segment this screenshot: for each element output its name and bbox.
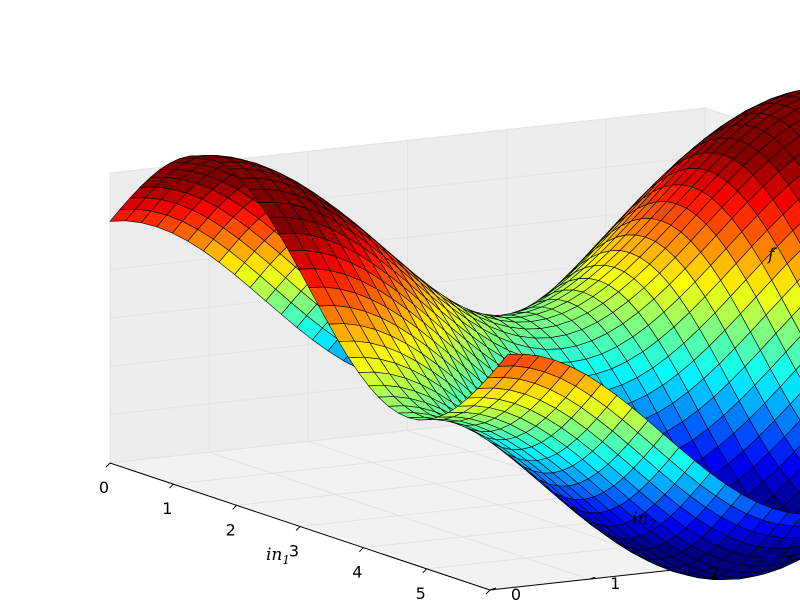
- surface-cell: [795, 365, 800, 378]
- z-axis-label: f: [766, 245, 777, 265]
- surface-cell: [796, 278, 800, 288]
- x-tick-label: 1: [162, 499, 172, 518]
- tick-labels: 01234560123456−1.5−1.0−0.50.00.51.01.5: [99, 478, 720, 600]
- surface-cell: [793, 153, 800, 167]
- y-axis-label: in2: [632, 509, 656, 531]
- y-tick-label: 2: [709, 563, 719, 582]
- x-tick: [232, 504, 238, 510]
- x-tick: [422, 568, 428, 574]
- gridline: [109, 204, 706, 271]
- x-axis-label: in1: [266, 545, 290, 567]
- y-tick-label: 1: [610, 574, 620, 593]
- surface-cell: [795, 107, 800, 114]
- x-tick: [485, 589, 491, 595]
- x-tick-label: 0: [99, 478, 109, 497]
- x-tick-label: 4: [352, 563, 362, 582]
- x-tick-label: 2: [226, 520, 236, 539]
- x-tick: [105, 462, 111, 468]
- y-tick-label: 0: [511, 585, 521, 600]
- gridline: [209, 451, 590, 580]
- surface-cell: [497, 353, 524, 367]
- tick-marks: [105, 462, 794, 595]
- x-tick: [358, 547, 364, 553]
- x-tick-label: 3: [289, 542, 299, 561]
- surface-mesh: [109, 89, 800, 581]
- y-tick: [489, 587, 497, 591]
- y-tick: [688, 565, 695, 569]
- y-tick: [787, 555, 794, 558]
- x-tick-label: 5: [416, 584, 426, 600]
- y-tick: [589, 576, 596, 580]
- x-tick: [168, 483, 174, 489]
- x-tick: [295, 526, 301, 531]
- surface-cell: [794, 445, 800, 460]
